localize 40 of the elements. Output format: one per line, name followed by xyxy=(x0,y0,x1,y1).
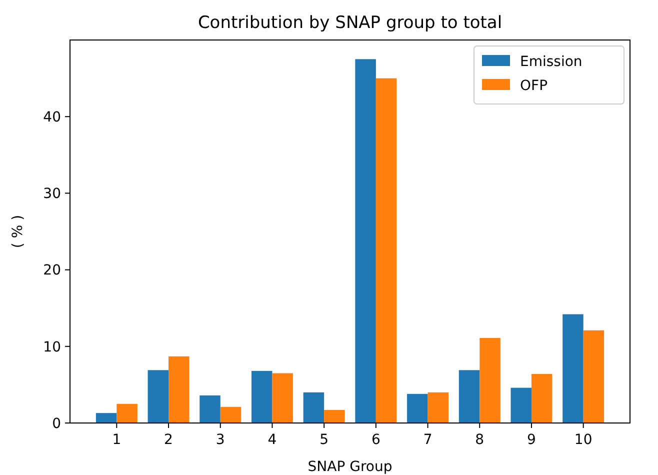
bar xyxy=(324,410,345,423)
bar xyxy=(531,374,552,423)
bar xyxy=(303,392,324,423)
bar xyxy=(355,59,376,423)
x-tick-label: 5 xyxy=(320,432,329,448)
x-tick-label: 8 xyxy=(475,432,484,448)
bar xyxy=(428,392,449,423)
y-tick-label: 20 xyxy=(43,262,61,279)
x-tick-label: 4 xyxy=(268,432,277,448)
bar xyxy=(583,330,604,423)
x-tick-label: 6 xyxy=(371,432,380,448)
y-tick-label: 40 xyxy=(43,110,61,126)
y-tick-label: 30 xyxy=(43,186,61,202)
x-tick-label: 3 xyxy=(216,432,225,448)
x-axis-title: SNAP Group xyxy=(308,459,392,475)
legend-label: Emission xyxy=(520,54,582,70)
chart-title: Contribution by SNAP group to total xyxy=(198,13,502,33)
bar xyxy=(480,338,500,423)
bar xyxy=(510,388,532,423)
y-tick-label: 0 xyxy=(52,416,61,432)
bar xyxy=(407,394,428,423)
legend-label: OFP xyxy=(520,78,548,94)
bar xyxy=(96,413,117,423)
bar xyxy=(116,404,138,423)
y-axis-title: ( % ) xyxy=(10,214,26,248)
bar xyxy=(220,406,242,423)
bar xyxy=(148,370,169,423)
bar xyxy=(562,314,584,423)
x-tick-label: 9 xyxy=(527,432,536,448)
bar xyxy=(458,370,480,423)
x-tick-label: 2 xyxy=(164,432,173,448)
bar xyxy=(200,395,220,423)
bar xyxy=(168,356,190,423)
bar xyxy=(251,370,272,423)
bar xyxy=(272,373,293,423)
bar xyxy=(376,78,397,423)
x-tick-label: 10 xyxy=(574,432,592,448)
x-tick-label: 7 xyxy=(423,432,432,448)
y-tick-label: 10 xyxy=(43,339,61,356)
x-tick-label: 1 xyxy=(112,432,122,448)
